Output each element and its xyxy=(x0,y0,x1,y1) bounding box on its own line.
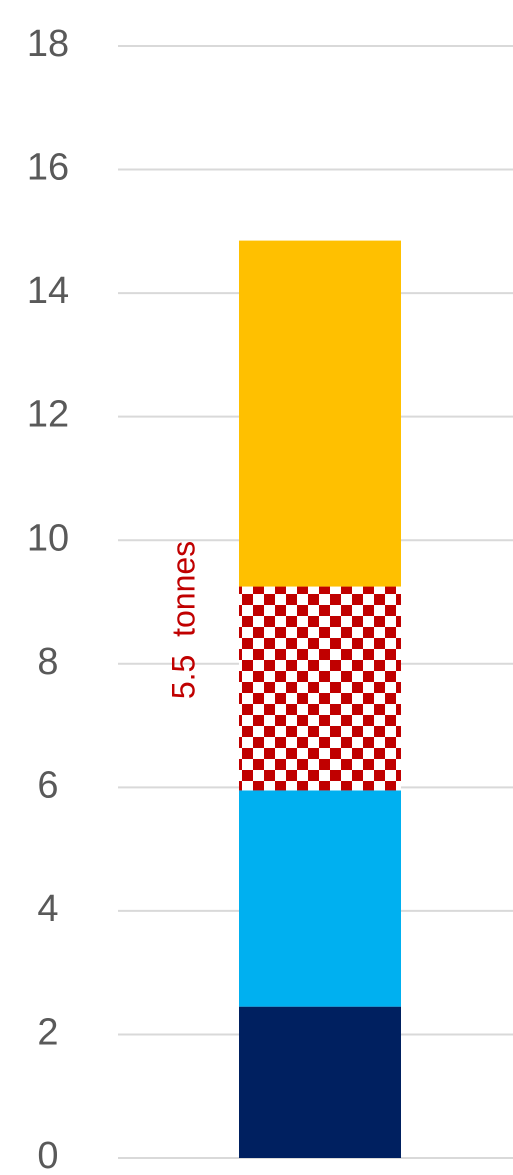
y-tick-label: 18 xyxy=(27,23,69,65)
y-tick-label: 10 xyxy=(27,517,69,559)
y-tick-label: 8 xyxy=(37,641,58,683)
y-tick-label: 12 xyxy=(27,394,69,436)
bar-segment xyxy=(239,790,401,1007)
bar-segment xyxy=(239,1006,401,1158)
y-tick-label: 2 xyxy=(37,1011,58,1053)
y-tick-label: 4 xyxy=(37,888,58,930)
y-tick-label: 16 xyxy=(27,147,69,189)
bar-segment xyxy=(239,586,401,791)
bar-segment xyxy=(239,240,401,587)
annotation: 5.5 tonnes xyxy=(165,541,201,699)
y-tick-label: 0 xyxy=(37,1135,58,1175)
y-tick-label: 14 xyxy=(27,270,69,312)
y-tick-label: 6 xyxy=(37,764,58,806)
